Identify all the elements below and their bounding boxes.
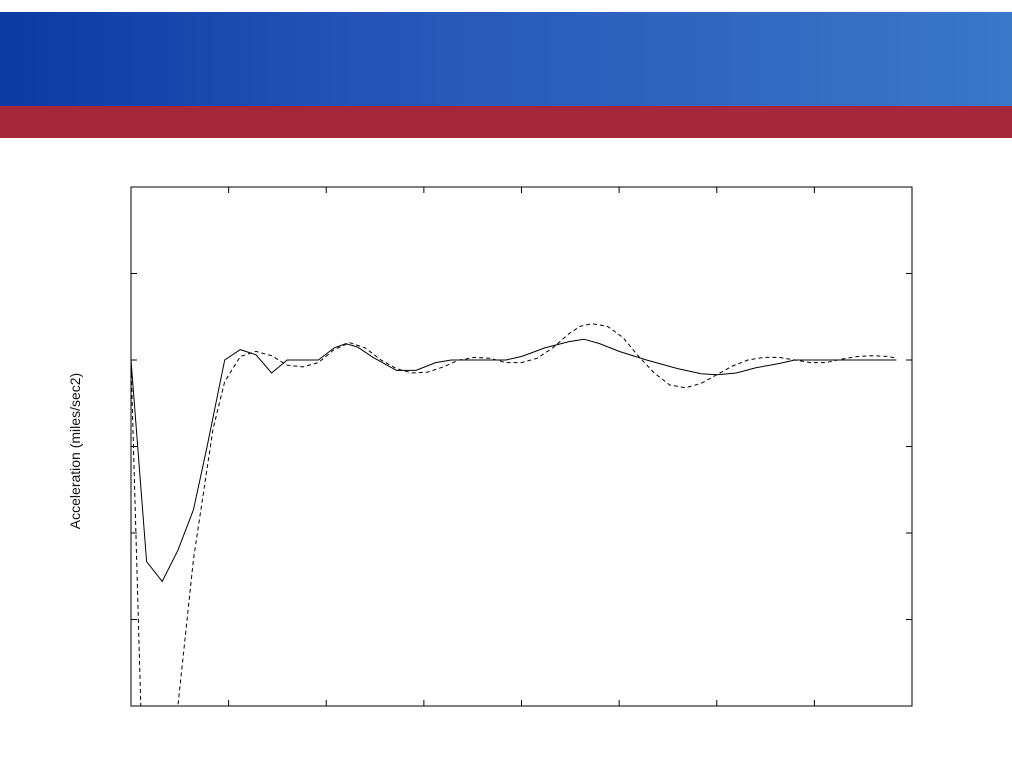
plot-frame xyxy=(130,186,913,707)
y-axis-label: Acceleration (miles/sec2) xyxy=(67,372,83,530)
header-blue-band xyxy=(0,12,1012,106)
series-line-solid xyxy=(131,338,897,583)
series-line-dashed xyxy=(131,323,897,706)
header-red-stripe xyxy=(0,106,1012,138)
